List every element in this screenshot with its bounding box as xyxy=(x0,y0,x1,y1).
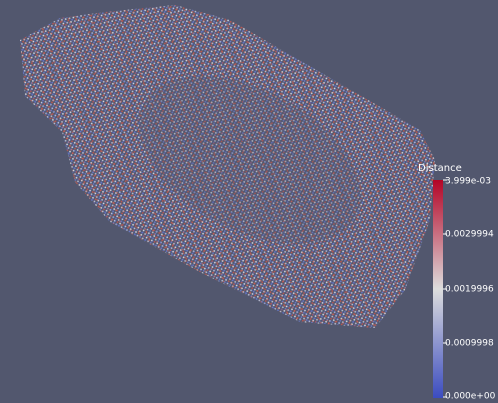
point-cloud xyxy=(20,5,435,328)
viewport: Distance 3.999e-03 0.0029994 0.0019996 0… xyxy=(0,0,498,403)
legend-title: Distance xyxy=(418,163,462,174)
legend-label: 0.0029994 xyxy=(445,230,494,240)
legend-label: 3.999e-03 xyxy=(445,177,491,187)
page: Distance 3.999e-03 0.0029994 0.0019996 0… xyxy=(0,0,498,403)
color-bar xyxy=(433,180,443,398)
legend-label: 0.0019996 xyxy=(445,285,494,295)
legend-label: 0.000e+00 xyxy=(445,392,496,402)
legend-label: 0.0009998 xyxy=(445,339,494,349)
